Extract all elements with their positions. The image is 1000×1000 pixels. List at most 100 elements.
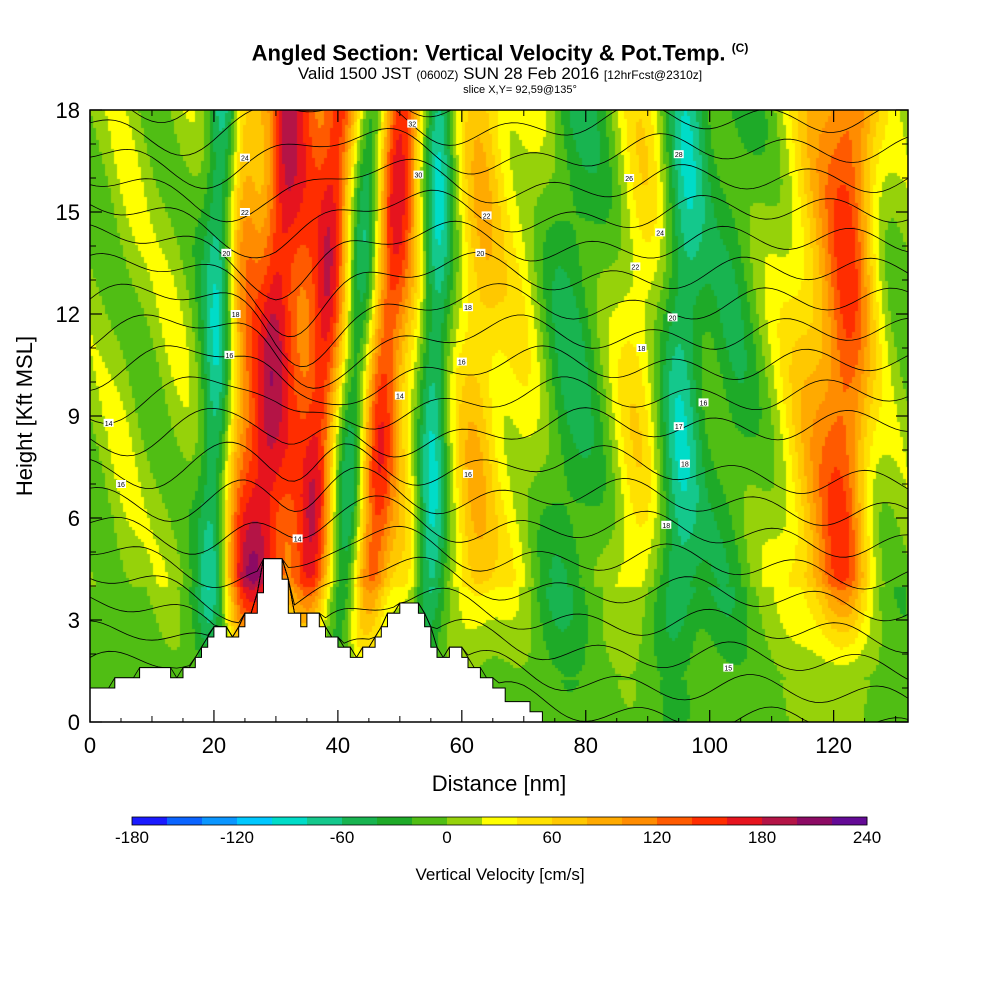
- y-tick-label: 0: [68, 710, 80, 735]
- theta-contour: [90, 495, 908, 558]
- colorbar-tick-label: 60: [543, 828, 562, 847]
- theta-contour: [90, 407, 908, 458]
- theta-label-bg: [624, 174, 635, 182]
- colorbar-swatch: [517, 817, 553, 825]
- y-tick-label: 12: [56, 302, 80, 327]
- colorbar-swatch: [797, 817, 833, 825]
- theta-contour: [90, 466, 908, 526]
- theta-label-bg: [394, 391, 405, 400]
- y-tick-label: 15: [56, 200, 80, 225]
- theta-label: 14: [294, 536, 302, 543]
- theta-label-bg: [239, 153, 250, 162]
- theta-contour: [90, 128, 908, 189]
- subtitle-date: SUN 28 Feb 2016: [463, 64, 600, 84]
- theta-label: 16: [458, 360, 466, 367]
- theta-label: 18: [638, 346, 646, 353]
- colorbar-swatch: [307, 817, 343, 825]
- theta-contour: [90, 158, 908, 223]
- x-tick-label: 120: [815, 733, 852, 758]
- colorbar-swatch: [167, 817, 203, 825]
- theta-label: 28: [675, 152, 683, 159]
- theta-label: 22: [483, 213, 491, 220]
- theta-label-bg: [481, 211, 492, 220]
- theta-label-bg: [723, 663, 734, 672]
- x-tick-label: 80: [574, 733, 598, 758]
- theta-label-bg: [655, 228, 666, 237]
- colorbar-swatch: [272, 817, 308, 825]
- colorbar-frame: [131, 816, 868, 826]
- colorbar-swatch: [692, 817, 728, 825]
- theta-contour: [90, 314, 908, 389]
- theta-label-bg: [679, 459, 690, 468]
- theta-contour: [90, 189, 908, 259]
- theta-contour: [90, 556, 908, 624]
- colorbar-swatch: [342, 817, 378, 825]
- x-axis-label: Distance [nm]: [432, 771, 567, 796]
- theta-label: 18: [662, 523, 670, 530]
- chart-title-tag: (C): [731, 41, 749, 55]
- theta-label-bg: [698, 398, 709, 407]
- theta-label: 14: [105, 421, 113, 428]
- theta-contour: [90, 220, 908, 301]
- colorbar-swatch: [832, 817, 868, 825]
- colorbar-tick-label: -180: [115, 828, 149, 847]
- colorbar-swatch: [377, 817, 413, 825]
- colorbar-swatch: [482, 817, 518, 825]
- chart-title: Angled Section: Vertical Velocity & Pot.…: [0, 36, 1000, 65]
- colorbar-swatch: [657, 817, 693, 825]
- theta-label-bg: [463, 303, 474, 312]
- theta-label: 14: [396, 394, 404, 401]
- x-tick-label: 40: [326, 733, 350, 758]
- y-tick-label: 3: [68, 608, 80, 633]
- theta-label-bg: [630, 262, 641, 271]
- theta-label-bg: [239, 208, 250, 216]
- theta-label-bg: [667, 313, 678, 322]
- theta-label: 16: [464, 472, 472, 479]
- theta-label-bg: [413, 170, 424, 179]
- x-tick-label: 60: [450, 733, 474, 758]
- theta-label-bg: [221, 248, 232, 257]
- x-tick-label: 0: [84, 733, 96, 758]
- theta-label: 26: [625, 176, 633, 183]
- colorbar-swatch: [622, 817, 658, 825]
- y-axis-label: Height [Kft MSL]: [12, 336, 37, 496]
- theta-contour: [90, 110, 881, 156]
- theta-label-bg: [673, 422, 684, 431]
- theta-label: 20: [222, 251, 230, 258]
- theta-contours: 14 16 14 16 18 20 22 24 32 30 14 16 18 20 22 16 18 15 18 20…: [90, 110, 908, 722]
- colorbar-tick-label: 0: [442, 828, 451, 847]
- theta-label: 18: [464, 305, 472, 312]
- colorbar-swatch: [552, 817, 588, 825]
- colorbar-label: Vertical Velocity [cm/s]: [415, 865, 584, 884]
- colorbar-swatch: [237, 817, 273, 825]
- theta-label-bg: [661, 520, 672, 529]
- theta-label-bg: [475, 248, 486, 257]
- x-tick-label: 100: [691, 733, 728, 758]
- theta-label-bg: [456, 357, 467, 366]
- theta-label: 22: [241, 210, 249, 217]
- colorbar-tick-label: 180: [748, 828, 776, 847]
- theta-label: 16: [117, 482, 125, 489]
- theta-label: 16: [226, 353, 234, 360]
- subtitle-forecast: [12hrFcst@2310z]: [603, 68, 703, 83]
- theta-label: 18: [681, 462, 689, 469]
- colorbar-tick-label: -60: [330, 828, 355, 847]
- theta-label-bg: [224, 350, 235, 359]
- theta-contour: [90, 376, 908, 430]
- theta-label-bg: [463, 469, 474, 478]
- theta-label: 17: [675, 424, 683, 431]
- colorbar-swatch: [587, 817, 623, 825]
- theta-contour: [90, 441, 908, 495]
- colorbar-tick-label: 240: [853, 828, 881, 847]
- y-tick-label: 9: [68, 404, 80, 429]
- chart-title-text: Angled Section: Vertical Velocity & Pot.…: [251, 40, 726, 66]
- plot-area: 14 16 14 16 18 20 22 24 32 30 14 16 18 20 22 16 18 15 18 20…: [90, 110, 908, 722]
- y-tick-label: 6: [68, 506, 80, 531]
- colorbar-swatch: [412, 817, 448, 825]
- theta-contour: [90, 252, 908, 338]
- theta-label-bg: [407, 119, 418, 128]
- velocity-field: [90, 110, 908, 722]
- x-tick-label: 20: [202, 733, 226, 758]
- theta-label-bg: [115, 480, 126, 488]
